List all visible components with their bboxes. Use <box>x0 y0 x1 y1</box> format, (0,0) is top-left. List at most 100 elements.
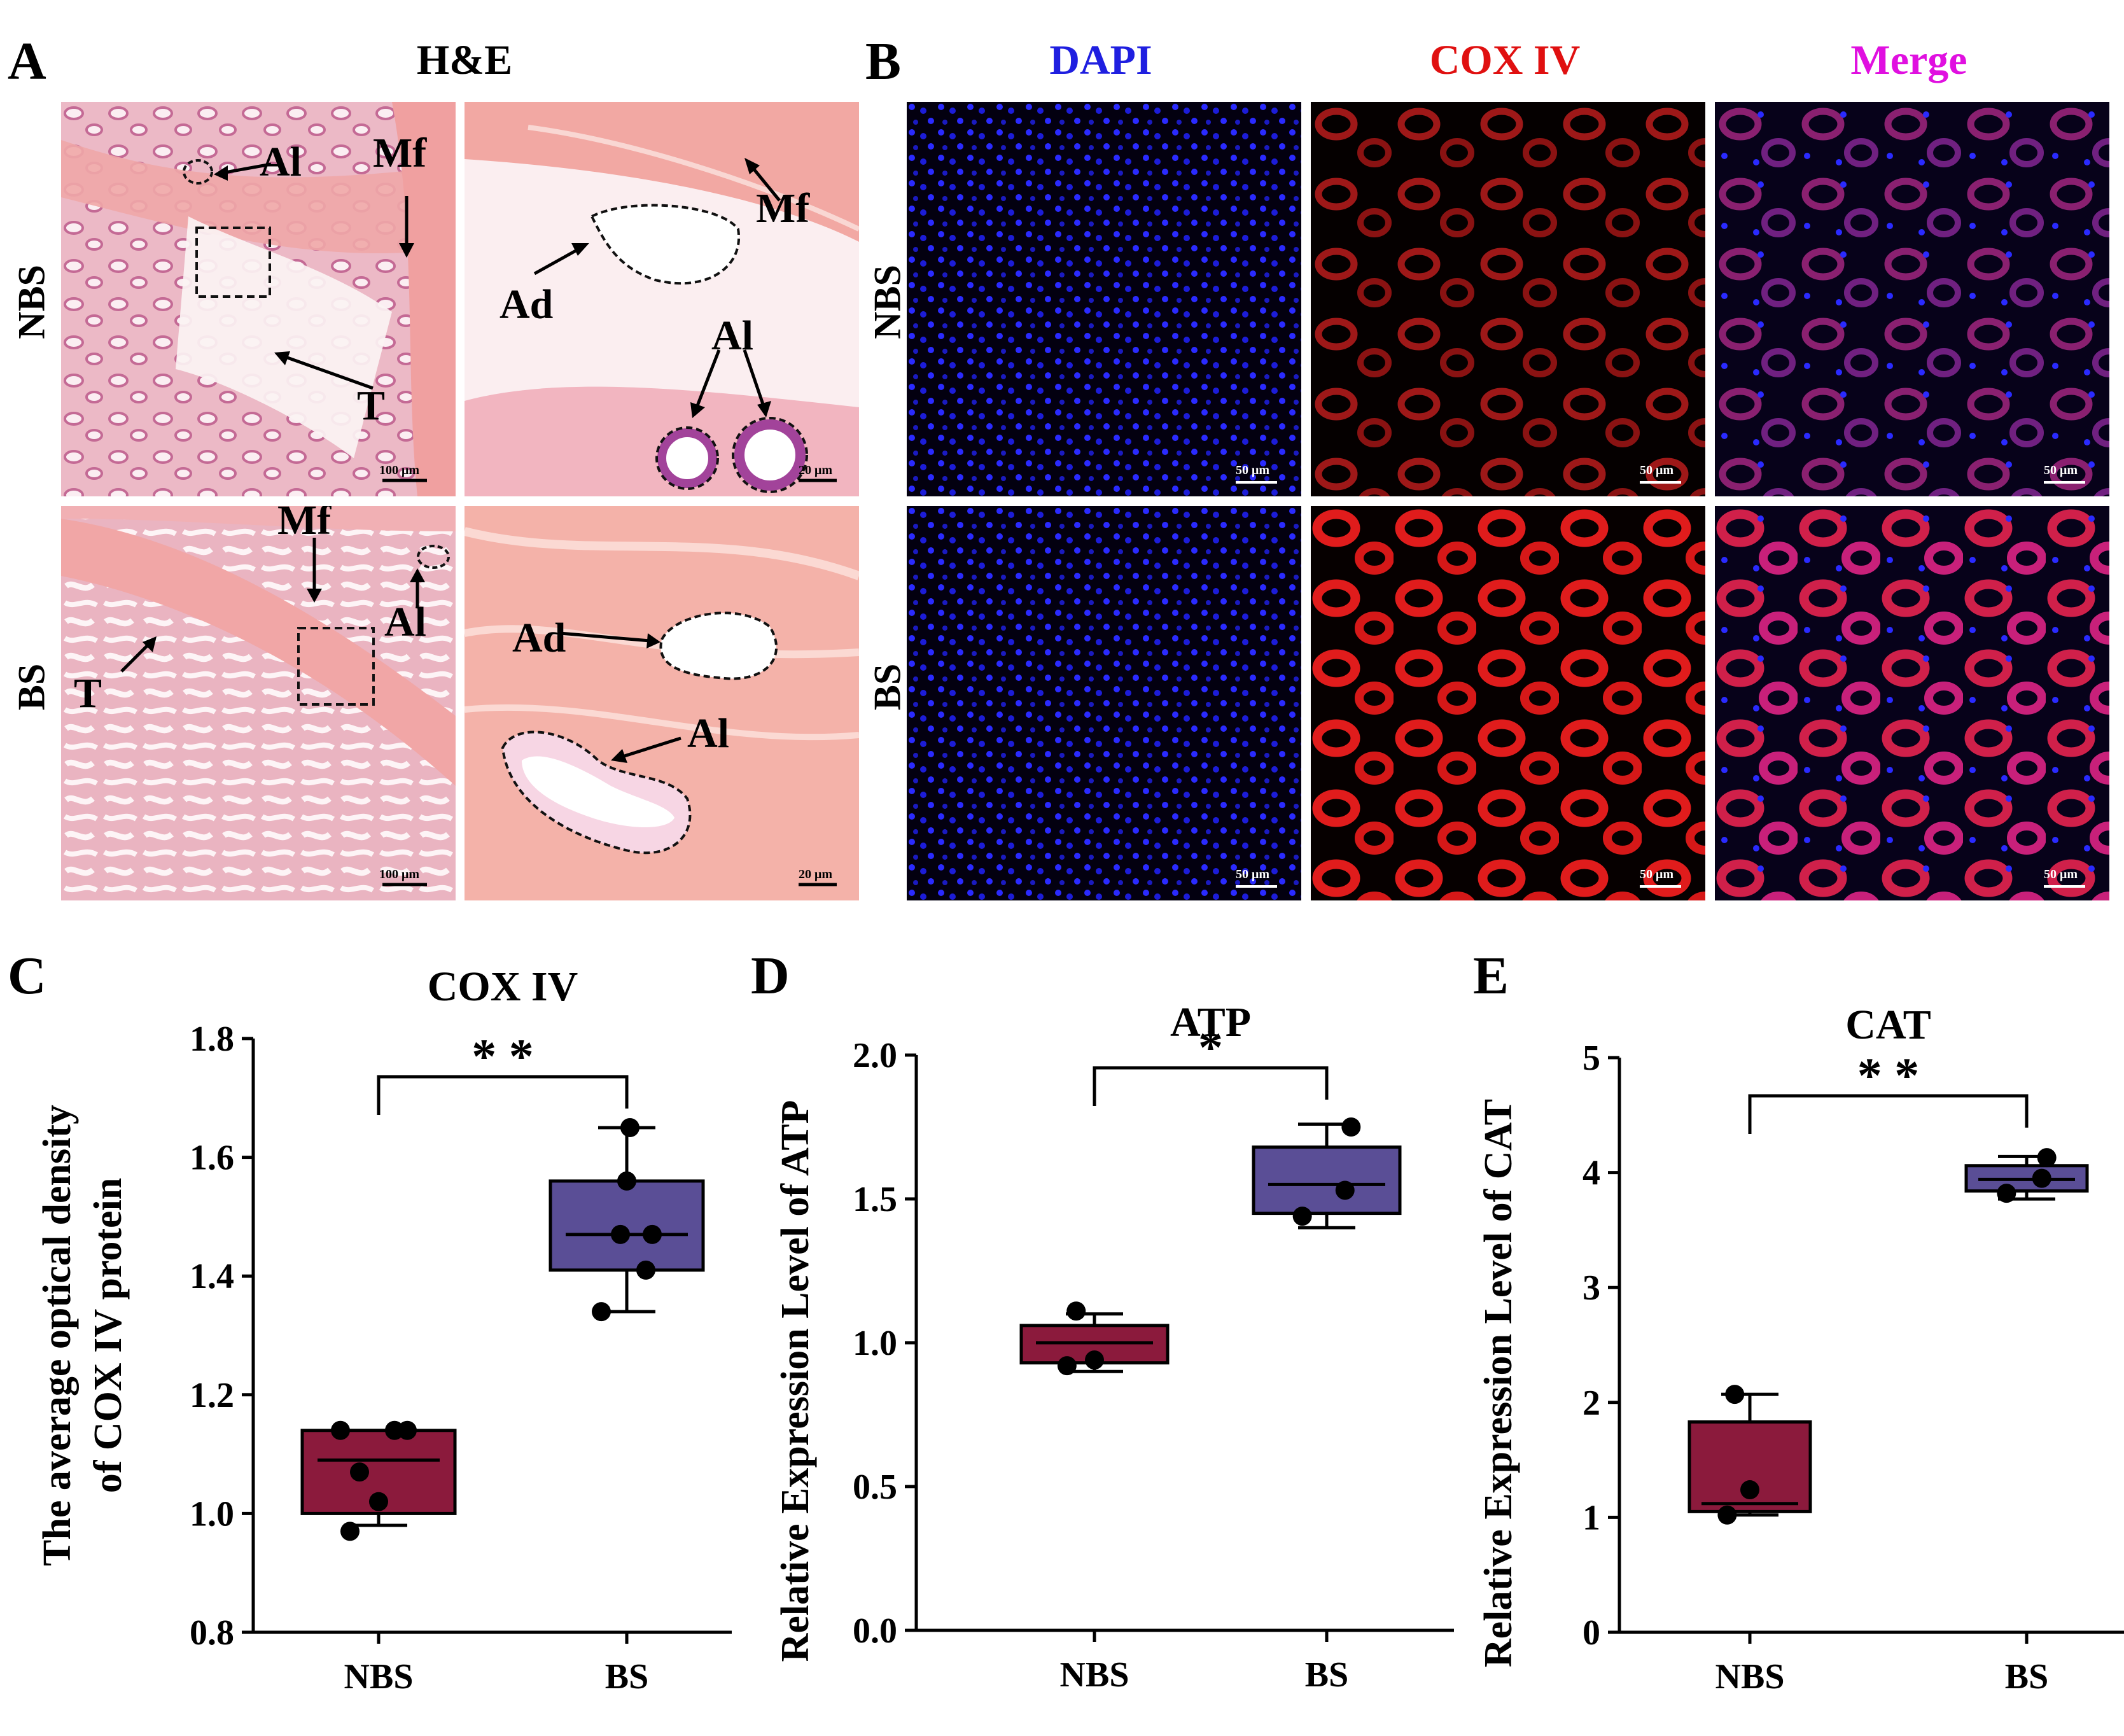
y-axis-label: of COX IV protein <box>87 1178 130 1493</box>
label-ad: Ad <box>512 615 566 661</box>
data-point <box>1725 1385 1745 1404</box>
x-tick-label: BS <box>605 1657 649 1697</box>
panel-a-title: H&E <box>416 37 513 83</box>
box-bs <box>548 1179 705 1272</box>
y-tick-label: 1.4 <box>190 1257 234 1296</box>
data-point <box>1057 1356 1077 1376</box>
y-tick-label: 0.5 <box>853 1467 897 1507</box>
y-tick-label: 1.6 <box>190 1138 234 1178</box>
label-al: Al <box>384 599 426 645</box>
data-point <box>1341 1117 1361 1137</box>
scale-bar-label: 50 μm <box>1640 867 1673 881</box>
chart-d: 0.0 0.5 1.0 1.5 2.0 NBS BS ATP Relative Expressi… <box>774 999 1454 1695</box>
label-t: T <box>74 670 102 717</box>
significance-bracket <box>1748 1094 2029 1134</box>
y-tick-label: 1.0 <box>853 1324 897 1363</box>
y-tick-label: 1.5 <box>853 1180 897 1219</box>
panel-b-row-bs: BS <box>866 663 909 711</box>
data-point <box>340 1522 360 1541</box>
box-bs <box>1252 1145 1402 1215</box>
label-al: Al <box>711 312 753 359</box>
label-ad: Ad <box>500 281 554 328</box>
data-point <box>331 1420 350 1440</box>
dapi-column-title: DAPI <box>1049 37 1152 83</box>
significance-bracket <box>1093 1066 1329 1106</box>
dapi-bs-image: 50 μm <box>907 506 1301 900</box>
data-point <box>1292 1207 1312 1226</box>
panel-a-letter: A <box>8 32 46 91</box>
scale-bar-label: 50 μm <box>1640 463 1673 477</box>
scale-bar-label: 50 μm <box>2044 463 2078 477</box>
y-tick-label: 2.0 <box>853 1036 897 1075</box>
data-point <box>2037 1148 2057 1168</box>
data-point <box>1717 1505 1737 1525</box>
y-axis-label: Relative Expression Level of CAT <box>1477 1099 1520 1667</box>
data-point <box>636 1260 655 1280</box>
scale-bar-label: 100 μm <box>379 463 419 477</box>
data-point <box>385 1420 404 1440</box>
dapi-nbs-image: 50 μm <box>907 102 1301 496</box>
panel-a-row-nbs: NBS <box>10 265 53 339</box>
y-tick-label: 2 <box>1583 1383 1600 1423</box>
data-point <box>620 1117 639 1137</box>
label-t: T <box>357 382 386 429</box>
y-tick-label: 4 <box>1583 1154 1600 1193</box>
chart-title: CAT <box>1845 1002 1931 1048</box>
data-point <box>369 1492 388 1511</box>
y-tick-label: 1 <box>1583 1498 1600 1537</box>
panel-e-letter: E <box>1473 946 1509 1005</box>
data-point <box>617 1171 636 1191</box>
chart-title: ATP <box>1170 999 1251 1046</box>
he-nbs-low-image: Al Mf T 100 μm <box>61 102 456 496</box>
y-tick-label: 5 <box>1583 1039 1600 1078</box>
merge-bs-image: 50 μm <box>1715 506 2109 900</box>
label-mf: Mf <box>756 185 810 232</box>
y-tick-label: 1.0 <box>190 1494 234 1534</box>
significance-marker: * * <box>472 1028 534 1084</box>
y-tick-label: 3 <box>1583 1268 1600 1308</box>
data-point <box>1997 1184 2016 1203</box>
x-tick-label: BS <box>1305 1655 1349 1695</box>
y-tick-label: 0.8 <box>190 1613 234 1653</box>
he-nbs-high-image: Mf Ad Al 20 μm <box>465 102 859 496</box>
panel-b-row-nbs: NBS <box>866 265 909 339</box>
data-point <box>1085 1350 1104 1370</box>
data-point <box>1066 1301 1086 1321</box>
cox-iv-bs-image: 50 μm <box>1311 506 1705 900</box>
y-tick-label: 1.8 <box>190 1019 234 1059</box>
data-point <box>1740 1480 1759 1500</box>
scale-bar-label: 20 μm <box>799 463 832 477</box>
y-tick-label: 1.2 <box>190 1376 234 1415</box>
label-mf: Mf <box>277 506 332 543</box>
y-axis-label: Relative Expression Level of ATP <box>774 1100 817 1662</box>
label-al: Al <box>687 710 729 757</box>
panel-c-letter: C <box>8 946 46 1005</box>
x-tick-label: NBS <box>1715 1657 1785 1697</box>
chart-title: COX IV <box>428 963 578 1010</box>
x-tick-label: NBS <box>1060 1655 1129 1695</box>
x-tick-label: BS <box>2005 1657 2049 1697</box>
chart-e: 0 1 2 3 4 5 NBS BS CAT Relative Expression Level … <box>1477 1002 2124 1697</box>
data-point <box>2032 1168 2051 1188</box>
scale-bar-label: 100 μm <box>379 867 419 881</box>
he-bs-low-image: Mf Al T 100 μm <box>61 506 456 900</box>
panel-a-row-bs: BS <box>10 663 53 711</box>
label-al: Al <box>260 139 302 185</box>
y-axis-label: The average optical density <box>36 1105 79 1566</box>
he-bs-high-image: Ad Al 20 μm <box>465 506 859 900</box>
y-tick-label: 0 <box>1583 1613 1600 1653</box>
merge-nbs-image: 50 μm <box>1715 102 2109 496</box>
data-point <box>643 1224 662 1244</box>
data-point <box>350 1462 369 1482</box>
cox-iv-column-title: COX IV <box>1429 37 1581 83</box>
scale-bar-label: 50 μm <box>1236 867 1269 881</box>
data-point <box>611 1224 630 1244</box>
data-point <box>592 1302 611 1322</box>
significance-marker: * <box>1198 1019 1223 1075</box>
panel-b-letter: B <box>865 32 902 91</box>
x-tick-label: NBS <box>344 1657 414 1697</box>
label-mf: Mf <box>373 130 427 176</box>
panel-d-letter: D <box>751 946 790 1005</box>
cox-iv-nbs-image: 50 μm <box>1311 102 1705 496</box>
data-point <box>1335 1180 1355 1200</box>
